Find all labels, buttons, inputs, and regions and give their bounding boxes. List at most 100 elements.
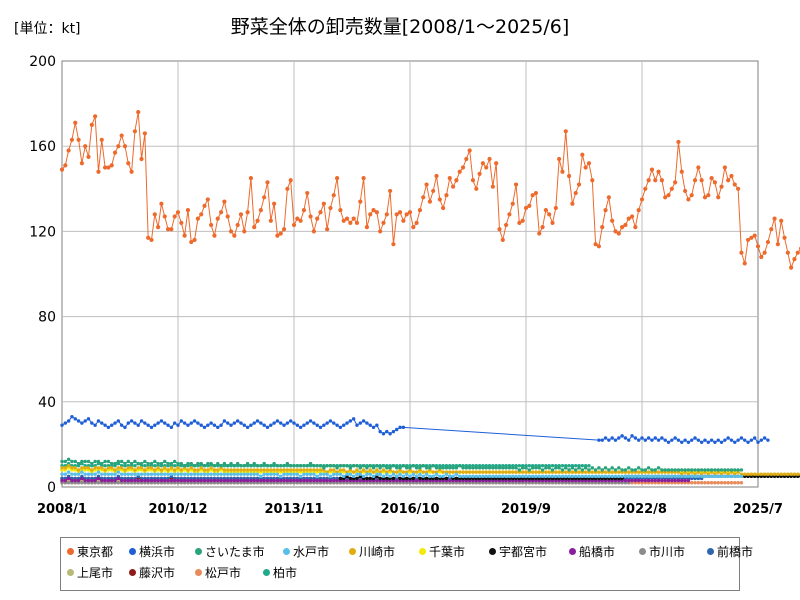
data-point <box>103 423 107 427</box>
data-point <box>222 478 227 483</box>
data-point <box>295 478 300 483</box>
data-point <box>792 472 797 476</box>
data-point <box>325 478 329 483</box>
data-point <box>133 421 137 425</box>
data-point <box>93 423 97 427</box>
data-point <box>318 210 323 215</box>
data-point <box>391 464 396 468</box>
data-point <box>291 222 297 228</box>
data-point <box>494 161 499 166</box>
data-point <box>292 464 296 468</box>
data-point <box>766 438 770 442</box>
data-point <box>166 468 170 472</box>
data-point <box>775 242 780 247</box>
data-point <box>381 474 386 479</box>
data-point <box>242 468 246 472</box>
data-point <box>279 474 283 479</box>
data-point <box>100 461 104 466</box>
data-point <box>179 220 184 225</box>
data-point <box>762 436 767 440</box>
data-point <box>83 478 87 483</box>
data-point <box>693 474 697 479</box>
data-point <box>653 178 658 183</box>
data-point <box>199 478 203 483</box>
data-point <box>474 186 479 191</box>
data-point <box>119 133 124 138</box>
data-point <box>401 474 406 479</box>
legend-marker <box>129 548 136 555</box>
data-point <box>265 425 270 430</box>
data-point <box>699 178 704 183</box>
data-point <box>497 474 502 479</box>
data-point <box>484 470 488 474</box>
data-point <box>70 459 74 464</box>
legend-item: 松戸市 <box>195 564 241 581</box>
data-point <box>487 470 492 474</box>
data-point <box>759 254 764 260</box>
data-point <box>199 423 203 427</box>
data-point <box>586 161 592 166</box>
data-point <box>752 233 757 238</box>
data-point <box>537 466 541 470</box>
data-point <box>630 478 634 483</box>
data-point <box>666 478 671 483</box>
data-point <box>646 474 651 479</box>
legend-item: 横浜市 <box>129 543 175 560</box>
data-point <box>782 472 787 476</box>
data-point <box>656 438 661 442</box>
data-point <box>153 423 157 427</box>
data-point <box>189 478 193 483</box>
data-point <box>225 214 230 219</box>
data-point <box>772 472 777 476</box>
data-point <box>527 474 532 479</box>
data-point <box>414 220 419 225</box>
data-point <box>219 423 223 427</box>
data-point <box>116 419 121 423</box>
data-point <box>83 472 87 476</box>
data-point <box>497 466 502 470</box>
data-point <box>172 468 177 472</box>
data-point <box>248 176 254 181</box>
data-point <box>692 178 698 183</box>
y-tick-label: 40 <box>38 395 56 411</box>
data-point <box>424 182 429 187</box>
data-point <box>444 476 449 481</box>
data-point <box>341 218 346 223</box>
data-point <box>80 466 84 470</box>
data-point <box>374 210 379 215</box>
data-point <box>265 464 270 468</box>
data-point <box>156 478 160 483</box>
data-point <box>70 478 74 483</box>
data-point <box>484 165 489 170</box>
data-point <box>76 137 81 142</box>
data-point <box>494 470 498 474</box>
data-point <box>70 466 74 470</box>
data-point <box>659 178 664 183</box>
data-point <box>620 434 624 438</box>
data-point <box>401 218 406 223</box>
data-point <box>434 476 439 481</box>
data-point <box>245 461 250 466</box>
data-point <box>418 472 422 476</box>
data-point <box>418 466 422 470</box>
data-point <box>646 478 651 483</box>
data-point <box>623 468 628 472</box>
data-point <box>126 459 130 464</box>
data-point <box>670 478 674 483</box>
data-point <box>375 478 379 483</box>
data-point <box>73 120 78 125</box>
data-point <box>216 425 220 430</box>
data-point <box>103 459 107 464</box>
data-point <box>103 472 107 476</box>
data-point <box>394 212 399 217</box>
data-point <box>623 222 628 228</box>
data-point <box>93 114 98 119</box>
data-point <box>663 468 667 472</box>
data-point <box>686 468 691 472</box>
data-point <box>345 478 349 483</box>
data-point <box>564 474 568 479</box>
data-point <box>169 472 174 476</box>
data-point <box>113 472 117 476</box>
data-point <box>222 468 227 472</box>
data-point <box>494 474 498 479</box>
